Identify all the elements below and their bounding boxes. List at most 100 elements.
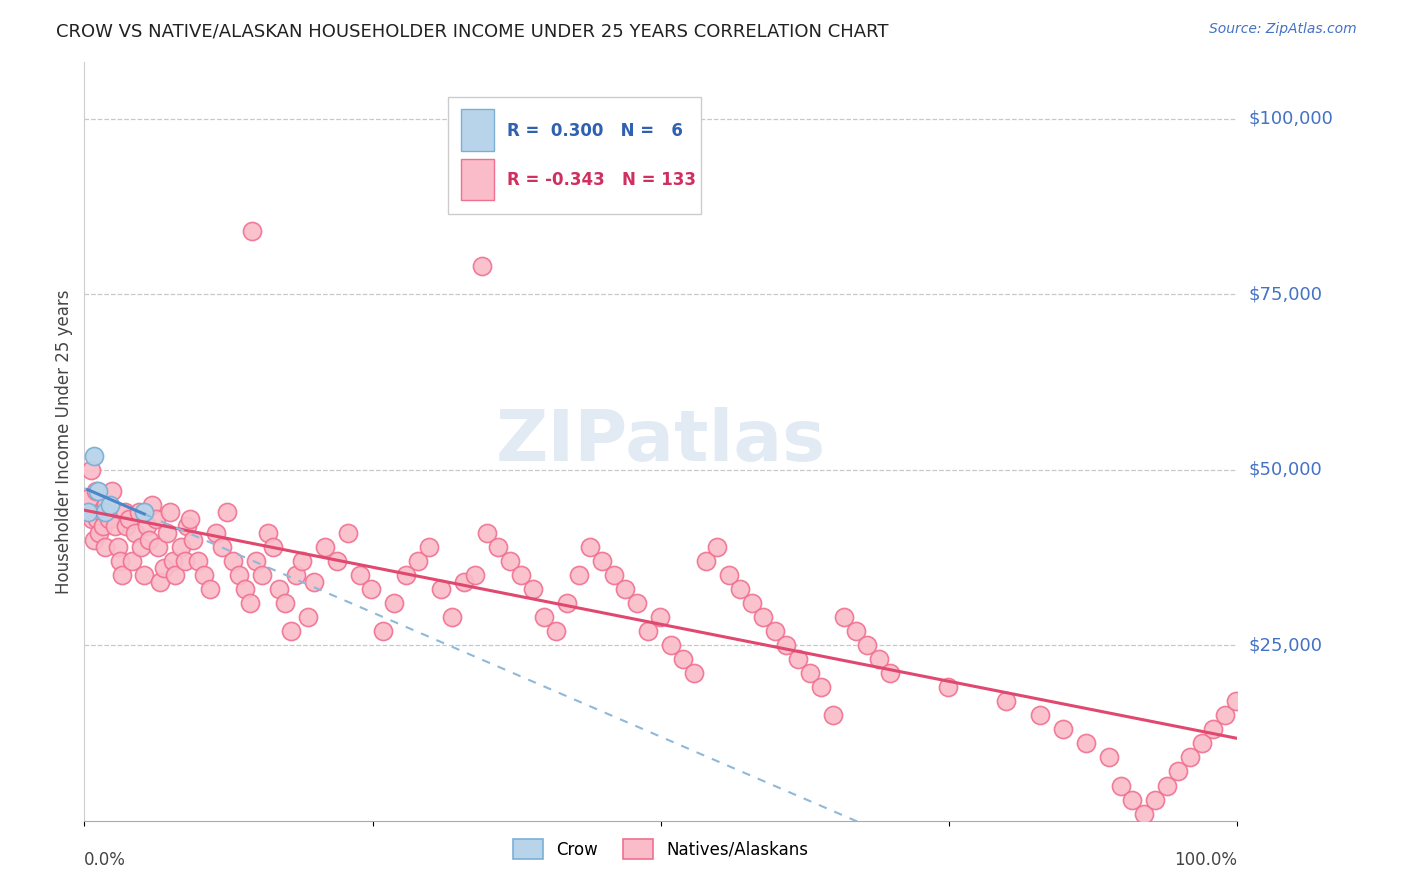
Point [775, 638, 797, 652]
Point [153, 561, 176, 575]
Point [832, 610, 855, 624]
Point [1121, 792, 1143, 806]
Point [104, 518, 127, 533]
Point [475, 525, 498, 540]
Point [1225, 694, 1247, 708]
Point [176, 518, 198, 533]
Point [145, 512, 167, 526]
Point [384, 596, 406, 610]
Point [879, 666, 901, 681]
Point [82, 512, 104, 526]
Point [179, 512, 201, 526]
Point [994, 694, 1017, 708]
Point [193, 568, 215, 582]
Point [637, 624, 659, 639]
Point [228, 568, 250, 582]
Point [159, 505, 181, 519]
Point [453, 574, 475, 589]
Point [97, 512, 120, 526]
Point [86, 512, 108, 526]
Bar [461, 110, 494, 151]
Point [464, 568, 486, 582]
Point [181, 533, 204, 547]
Point [173, 554, 195, 568]
Point [1202, 723, 1225, 737]
Point [522, 582, 544, 596]
Point [648, 610, 671, 624]
Point [763, 624, 786, 639]
Point [170, 540, 193, 554]
Point [146, 540, 169, 554]
Point [1076, 736, 1098, 750]
Point [250, 568, 273, 582]
Point [239, 596, 262, 610]
Point [349, 568, 371, 582]
Point [659, 638, 682, 652]
Point [187, 554, 209, 568]
Point [134, 505, 156, 519]
Point [441, 610, 464, 624]
Point [302, 574, 325, 589]
Point [1133, 806, 1156, 821]
Point [1213, 708, 1236, 723]
Point [204, 525, 226, 540]
Point [672, 652, 695, 666]
Point [134, 568, 156, 582]
Point [111, 568, 134, 582]
Point [602, 568, 624, 582]
Y-axis label: Householder Income Under 25 years: Householder Income Under 25 years [55, 289, 73, 594]
Point [730, 582, 752, 596]
Point [129, 540, 152, 554]
Point [429, 582, 451, 596]
Point [262, 540, 284, 554]
Point [94, 505, 117, 519]
Point [107, 540, 129, 554]
Point [1029, 708, 1052, 723]
Point [1167, 764, 1189, 779]
Point [91, 518, 114, 533]
Point [222, 554, 245, 568]
Point [162, 554, 184, 568]
Point [108, 554, 131, 568]
Point [406, 554, 429, 568]
Point [138, 533, 160, 547]
Point [856, 638, 879, 652]
Point [499, 554, 522, 568]
Point [1191, 736, 1213, 750]
Point [371, 624, 394, 639]
Point [845, 624, 868, 639]
Point [717, 568, 740, 582]
Text: R = -0.343   N = 133: R = -0.343 N = 133 [508, 171, 696, 189]
Point [89, 525, 111, 540]
Text: Source: ZipAtlas.com: Source: ZipAtlas.com [1209, 22, 1357, 37]
Point [752, 610, 775, 624]
Point [810, 680, 832, 694]
Text: 0.0%: 0.0% [84, 851, 127, 869]
Point [471, 259, 494, 273]
Point [557, 596, 579, 610]
Point [101, 483, 124, 498]
Point [245, 554, 267, 568]
Point [90, 505, 112, 519]
Point [240, 224, 263, 238]
Point [124, 525, 146, 540]
Point [128, 505, 150, 519]
Point [626, 596, 648, 610]
Point [1098, 750, 1121, 764]
Point [83, 449, 105, 463]
Point [211, 540, 233, 554]
Point [280, 624, 302, 639]
Point [297, 610, 319, 624]
Point [591, 554, 613, 568]
Point [83, 533, 105, 547]
Point [156, 525, 179, 540]
Text: R =  0.300   N =   6: R = 0.300 N = 6 [508, 121, 683, 140]
Text: CROW VS NATIVE/ALASKAN HOUSEHOLDER INCOME UNDER 25 YEARS CORRELATION CHART: CROW VS NATIVE/ALASKAN HOUSEHOLDER INCOM… [56, 22, 889, 40]
Text: 100.0%: 100.0% [1174, 851, 1237, 869]
Point [291, 554, 314, 568]
Point [799, 666, 821, 681]
Legend: Crow, Natives/Alaskans: Crow, Natives/Alaskans [506, 833, 815, 865]
Point [360, 582, 382, 596]
Point [114, 505, 136, 519]
Text: $25,000: $25,000 [1249, 636, 1323, 654]
